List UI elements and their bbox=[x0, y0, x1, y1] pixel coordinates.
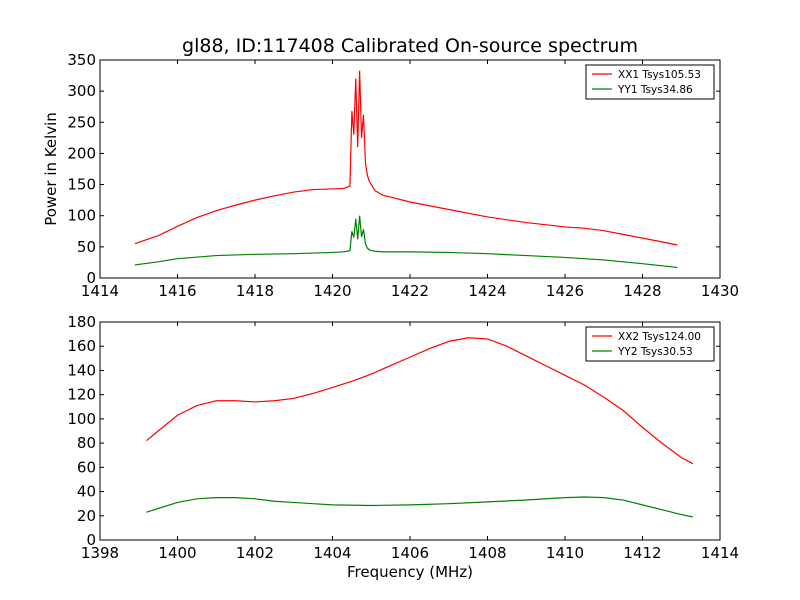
x-tick-label: 1410 bbox=[546, 544, 584, 562]
y-tick-label: 250 bbox=[67, 113, 96, 131]
y-tick-label: 0 bbox=[86, 531, 96, 549]
chart-panel-2: 1398 1400 1402 1404 1406 1408 1410 1412 1414 0 20 4… bbox=[67, 313, 739, 581]
x-tick-label: 1402 bbox=[236, 544, 274, 562]
legend: XX1 Tsys105.53 YY1 Tsys34.86 bbox=[585, 64, 715, 100]
y-tick-label: 180 bbox=[67, 313, 96, 331]
x-tick-label: 1430 bbox=[701, 282, 739, 300]
y-tick-label: 350 bbox=[67, 51, 96, 69]
y-tick-label: 50 bbox=[77, 238, 96, 256]
x-tick-label: 1418 bbox=[236, 282, 274, 300]
chart-panel-1: 1414 1416 1418 1420 1422 1424 1426 1428 1430 0 50 1… bbox=[42, 35, 739, 300]
x-tick-label: 1420 bbox=[313, 282, 351, 300]
y-tick-label: 200 bbox=[67, 144, 96, 162]
legend-entry: XX1 Tsys105.53 bbox=[618, 69, 701, 81]
x-tick-label: 1408 bbox=[468, 544, 506, 562]
series-line-1-2 bbox=[134, 215, 678, 269]
chart-title: gl88, ID:117408 Calibrated On-source spe… bbox=[182, 35, 638, 57]
y-tick-label: 20 bbox=[77, 507, 96, 525]
x-tick-label: 1412 bbox=[623, 544, 661, 562]
series-line-2-1 bbox=[146, 337, 694, 465]
y-tick-label: 150 bbox=[67, 176, 96, 194]
y-tick-label: 300 bbox=[67, 82, 96, 100]
y-tick-label: 0 bbox=[86, 269, 96, 287]
y-tick-label: 80 bbox=[77, 434, 96, 452]
y-tick-label: 100 bbox=[67, 207, 96, 225]
series-line-1-1 bbox=[134, 70, 678, 246]
y-tick-label: 140 bbox=[67, 361, 96, 379]
y-tick-label: 160 bbox=[67, 337, 96, 355]
x-tick-label: 1400 bbox=[158, 544, 196, 562]
x-tick-label: 1428 bbox=[623, 282, 661, 300]
legend-entry: XX2 Tsys124.00 bbox=[618, 331, 701, 343]
legend-box bbox=[585, 326, 715, 362]
x-tick-label: 1398 bbox=[81, 544, 119, 562]
x-tick-label: 1424 bbox=[468, 282, 506, 300]
x-tick-label: 1422 bbox=[391, 282, 429, 300]
y-axis-label: Power in Kelvin bbox=[42, 112, 60, 226]
legend-entry: YY1 Tsys34.86 bbox=[617, 84, 693, 96]
x-tick-label: 1406 bbox=[391, 544, 429, 562]
legend-box bbox=[585, 64, 715, 100]
y-tick-label: 120 bbox=[67, 386, 96, 404]
y-tick-label: 60 bbox=[77, 458, 96, 476]
x-tick-label: 1404 bbox=[313, 544, 351, 562]
x-axis-label: Frequency (MHz) bbox=[347, 563, 473, 581]
legend: XX2 Tsys124.00 YY2 Tsys30.53 bbox=[585, 326, 715, 362]
x-tick-label: 1414 bbox=[701, 544, 739, 562]
series-line-2-2 bbox=[146, 496, 693, 518]
legend-entry: YY2 Tsys30.53 bbox=[617, 346, 693, 358]
y-tick-label: 100 bbox=[67, 410, 96, 428]
x-tick-label: 1414 bbox=[81, 282, 119, 300]
x-tick-label: 1426 bbox=[546, 282, 584, 300]
x-tick-label: 1416 bbox=[158, 282, 196, 300]
y-tick-label: 40 bbox=[77, 483, 96, 501]
